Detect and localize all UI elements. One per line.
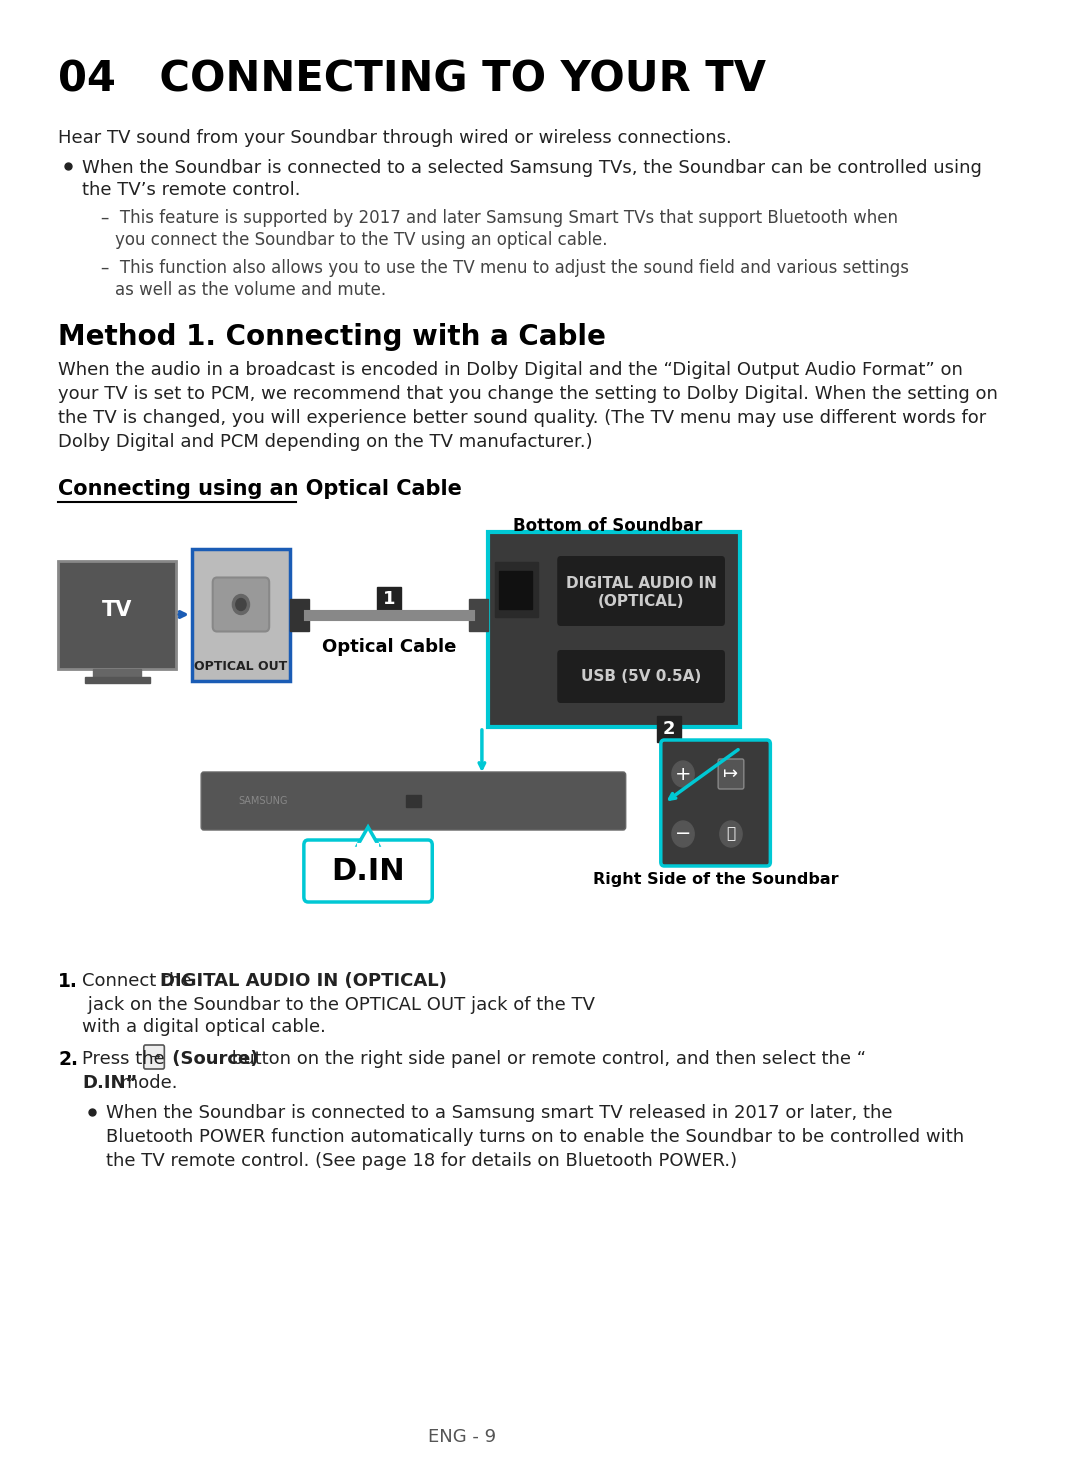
- Text: Method 1. Connecting with a Cable: Method 1. Connecting with a Cable: [58, 322, 606, 351]
- Circle shape: [672, 762, 694, 787]
- Text: Bottom of Soundbar: Bottom of Soundbar: [513, 518, 702, 535]
- Text: the TV remote control. (See page 18 for details on Bluetooth POWER.): the TV remote control. (See page 18 for …: [106, 1152, 738, 1170]
- Text: DIGITAL AUDIO IN (OPTICAL): DIGITAL AUDIO IN (OPTICAL): [160, 972, 447, 989]
- Bar: [377, 587, 401, 612]
- Text: 1: 1: [382, 590, 395, 608]
- Text: 1.: 1.: [58, 972, 78, 991]
- Text: (Source): (Source): [166, 1050, 258, 1068]
- Text: DIGITAL AUDIO IN: DIGITAL AUDIO IN: [566, 575, 716, 590]
- Text: −: −: [675, 824, 691, 843]
- Text: ENG - 9: ENG - 9: [428, 1429, 497, 1446]
- Bar: [499, 571, 531, 609]
- Circle shape: [720, 821, 742, 847]
- FancyBboxPatch shape: [303, 840, 432, 902]
- Text: with a digital optical cable.: with a digital optical cable.: [82, 1018, 326, 1035]
- Text: Connecting using an Optical Cable: Connecting using an Optical Cable: [58, 479, 462, 498]
- Text: 2: 2: [663, 720, 676, 738]
- FancyBboxPatch shape: [201, 772, 625, 830]
- Text: 04   CONNECTING TO YOUR TV: 04 CONNECTING TO YOUR TV: [58, 59, 766, 101]
- Text: ⏻: ⏻: [727, 827, 735, 842]
- Text: OPTICAL OUT: OPTICAL OUT: [194, 660, 287, 673]
- Text: you connect the Soundbar to the TV using an optical cable.: you connect the Soundbar to the TV using…: [114, 231, 607, 248]
- FancyBboxPatch shape: [557, 556, 725, 626]
- Text: Right Side of the Soundbar: Right Side of the Soundbar: [593, 873, 838, 887]
- Text: Dolby Digital and PCM depending on the TV manufacturer.): Dolby Digital and PCM depending on the T…: [58, 433, 593, 451]
- Polygon shape: [357, 827, 378, 845]
- Text: 2.: 2.: [58, 1050, 78, 1069]
- Text: Press the: Press the: [82, 1050, 171, 1068]
- Text: D.IN: D.IN: [332, 856, 405, 886]
- Text: D.IN”: D.IN”: [82, 1074, 137, 1092]
- Text: Optical Cable: Optical Cable: [322, 639, 456, 657]
- Text: +: +: [675, 765, 691, 784]
- Bar: [658, 716, 681, 742]
- Text: Connect the: Connect the: [82, 972, 198, 989]
- Text: When the Soundbar is connected to a selected Samsung TVs, the Soundbar can be co: When the Soundbar is connected to a sele…: [82, 160, 982, 177]
- Text: Hear TV sound from your Soundbar through wired or wireless connections.: Hear TV sound from your Soundbar through…: [58, 129, 732, 146]
- FancyBboxPatch shape: [718, 759, 744, 788]
- Text: ↦: ↦: [724, 765, 739, 782]
- Text: Bluetooth POWER function automatically turns on to enable the Soundbar to be con: Bluetooth POWER function automatically t…: [106, 1128, 964, 1146]
- Text: When the audio in a broadcast is encoded in Dolby Digital and the “Digital Outpu: When the audio in a broadcast is encoded…: [58, 361, 963, 379]
- Text: jack on the Soundbar to the OPTICAL OUT jack of the TV: jack on the Soundbar to the OPTICAL OUT …: [82, 995, 595, 1015]
- FancyBboxPatch shape: [557, 649, 725, 703]
- Text: the TV is changed, you will experience better sound quality. (The TV menu may us: the TV is changed, you will experience b…: [58, 410, 986, 427]
- FancyBboxPatch shape: [144, 1046, 164, 1069]
- Bar: [469, 599, 488, 630]
- Bar: [58, 561, 176, 669]
- Bar: [406, 796, 421, 808]
- FancyBboxPatch shape: [213, 577, 269, 632]
- Text: your TV is set to PCM, we recommend that you change the setting to Dolby Digital: your TV is set to PCM, we recommend that…: [58, 385, 998, 402]
- Text: When the Soundbar is connected to a Samsung smart TV released in 2017 or later, : When the Soundbar is connected to a Sams…: [106, 1103, 893, 1123]
- Text: USB (5V 0.5A): USB (5V 0.5A): [581, 669, 701, 683]
- Text: →: →: [149, 1050, 160, 1063]
- Text: SAMSUNG: SAMSUNG: [238, 796, 287, 806]
- Text: mode.: mode.: [114, 1074, 177, 1092]
- FancyBboxPatch shape: [488, 532, 741, 728]
- Bar: [84, 676, 150, 682]
- Text: –  This function also allows you to use the TV menu to adjust the sound field an: – This function also allows you to use t…: [102, 259, 909, 277]
- Text: the TV’s remote control.: the TV’s remote control.: [82, 180, 300, 200]
- Bar: [93, 669, 141, 676]
- Text: (OPTICAL): (OPTICAL): [598, 593, 685, 608]
- Circle shape: [235, 599, 246, 611]
- Circle shape: [672, 821, 694, 847]
- Text: as well as the volume and mute.: as well as the volume and mute.: [114, 281, 386, 299]
- Bar: [495, 562, 538, 617]
- Circle shape: [232, 595, 249, 614]
- Text: button on the right side panel or remote control, and then select the “: button on the right side panel or remote…: [226, 1050, 866, 1068]
- Text: –  This feature is supported by 2017 and later Samsung Smart TVs that support Bl: – This feature is supported by 2017 and …: [102, 209, 897, 226]
- FancyBboxPatch shape: [192, 549, 291, 680]
- Bar: [291, 599, 309, 630]
- Bar: [58, 561, 176, 669]
- Text: TV: TV: [103, 599, 133, 620]
- FancyBboxPatch shape: [661, 740, 770, 867]
